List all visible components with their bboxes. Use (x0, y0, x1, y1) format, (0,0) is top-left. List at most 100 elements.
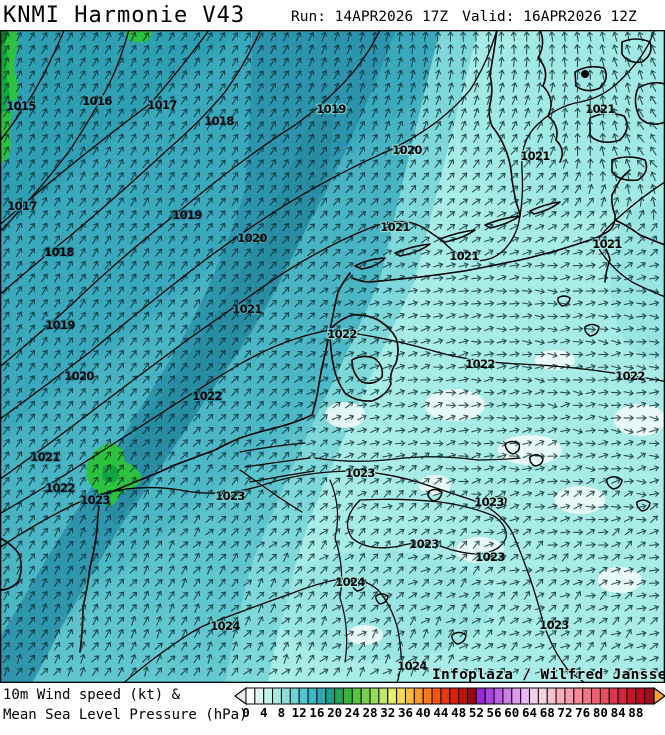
wind-arrow (484, 211, 494, 218)
wind-arrow (370, 668, 380, 675)
wind-arrow (637, 146, 645, 156)
wind-arrow (572, 338, 584, 346)
wind-arrow (458, 427, 469, 434)
wind-arrow (649, 643, 659, 650)
wind-arrow (40, 667, 49, 676)
wind-arrow (471, 427, 482, 434)
coast-continental (79, 272, 351, 653)
wind-arrow (346, 57, 353, 67)
wind-arrow (612, 94, 619, 106)
wind-arrow (624, 69, 631, 80)
wind-arrow (396, 502, 404, 511)
wind-arrow (534, 605, 546, 612)
wind-arrow (471, 617, 482, 624)
isobar-label: 1021 (520, 149, 550, 163)
wind-arrow (560, 325, 571, 332)
wind-arrow (598, 389, 609, 396)
wind-arrow (395, 414, 405, 421)
wind-arrow (650, 133, 657, 143)
wind-arrow (319, 376, 329, 383)
wind-arrow (53, 425, 61, 435)
wind-arrow (66, 197, 74, 207)
wind-arrow (433, 516, 443, 523)
wind-arrow (509, 351, 520, 358)
wind-arrow (91, 629, 99, 638)
wind-arrow (407, 376, 419, 383)
wind-arrow (534, 377, 545, 384)
wind-arrow (548, 617, 557, 625)
wind-arrow (421, 477, 430, 485)
wind-arrow (625, 221, 632, 233)
wind-arrow (104, 349, 112, 359)
wind-arrow (142, 324, 150, 334)
wind-arrow (522, 490, 533, 497)
wind-arrow (384, 82, 391, 93)
wind-arrow (522, 465, 533, 472)
wind-arrow (320, 171, 328, 181)
wind-arrow (54, 235, 61, 245)
wind-arrow (28, 577, 35, 588)
wind-arrow (345, 197, 353, 206)
wind-arrow (40, 514, 48, 524)
wind-arrow (344, 274, 354, 282)
wind-arrow (79, 349, 86, 359)
wind-arrow (498, 69, 505, 80)
wind-arrow (547, 668, 558, 675)
wind-arrow (572, 440, 584, 447)
wind-arrow (319, 389, 329, 396)
wind-arrow (155, 108, 162, 118)
wind-arrow (384, 146, 391, 156)
wind-arrow (243, 159, 252, 168)
wind-arrow (41, 235, 48, 245)
wind-arrow (155, 590, 162, 601)
wind-arrow (180, 477, 189, 486)
wind-arrow (155, 95, 162, 105)
wind-arrow (192, 541, 202, 549)
wind-arrow (548, 198, 557, 206)
wind-arrow (574, 120, 581, 131)
wind-arrow (206, 95, 213, 105)
wind-arrow (574, 171, 582, 182)
wind-arrow (66, 247, 74, 258)
wind-arrow (154, 464, 163, 473)
colorbar-cell (626, 687, 637, 705)
wind-arrow (458, 668, 469, 675)
wind-arrow (612, 616, 620, 626)
wind-arrow (585, 326, 597, 333)
colorbar-right-arrow (653, 686, 665, 706)
wind-arrow (587, 69, 594, 80)
wind-arrow (458, 478, 470, 485)
wind-arrow (193, 57, 201, 67)
wind-arrow (16, 31, 23, 42)
wind-arrow (484, 325, 495, 332)
wind-arrow (15, 413, 23, 423)
wind-arrow (511, 95, 518, 105)
wind-arrow (585, 440, 597, 447)
wind-arrow (598, 351, 609, 358)
wind-arrow (383, 616, 391, 626)
wind-arrow (180, 133, 188, 143)
wind-arrow (586, 477, 596, 485)
wind-arrow (586, 554, 596, 561)
wind-arrow (650, 208, 657, 220)
wind-arrow (66, 628, 74, 639)
wind-arrow (168, 95, 175, 105)
wind-arrow (537, 133, 543, 144)
wind-arrow (358, 515, 366, 524)
wind-arrow (561, 69, 569, 80)
wind-arrow (319, 464, 328, 473)
wind-arrow (382, 592, 393, 599)
wind-arrow (637, 56, 644, 67)
wind-arrow (244, 133, 251, 143)
wind-arrow (459, 629, 468, 638)
wind-arrow (370, 236, 379, 244)
wind-arrow (356, 401, 368, 409)
wind-arrow (180, 388, 188, 397)
wind-arrow (79, 539, 86, 550)
wind-arrow (650, 667, 658, 676)
wind-arrow (471, 351, 482, 358)
weather-map: 1015 1016 1017 1017 1018 1018 1019 1019 1019 1020… (0, 30, 665, 683)
colorbar-left-arrow (234, 686, 247, 706)
wind-arrow (535, 146, 544, 156)
wind-arrow (409, 69, 416, 80)
